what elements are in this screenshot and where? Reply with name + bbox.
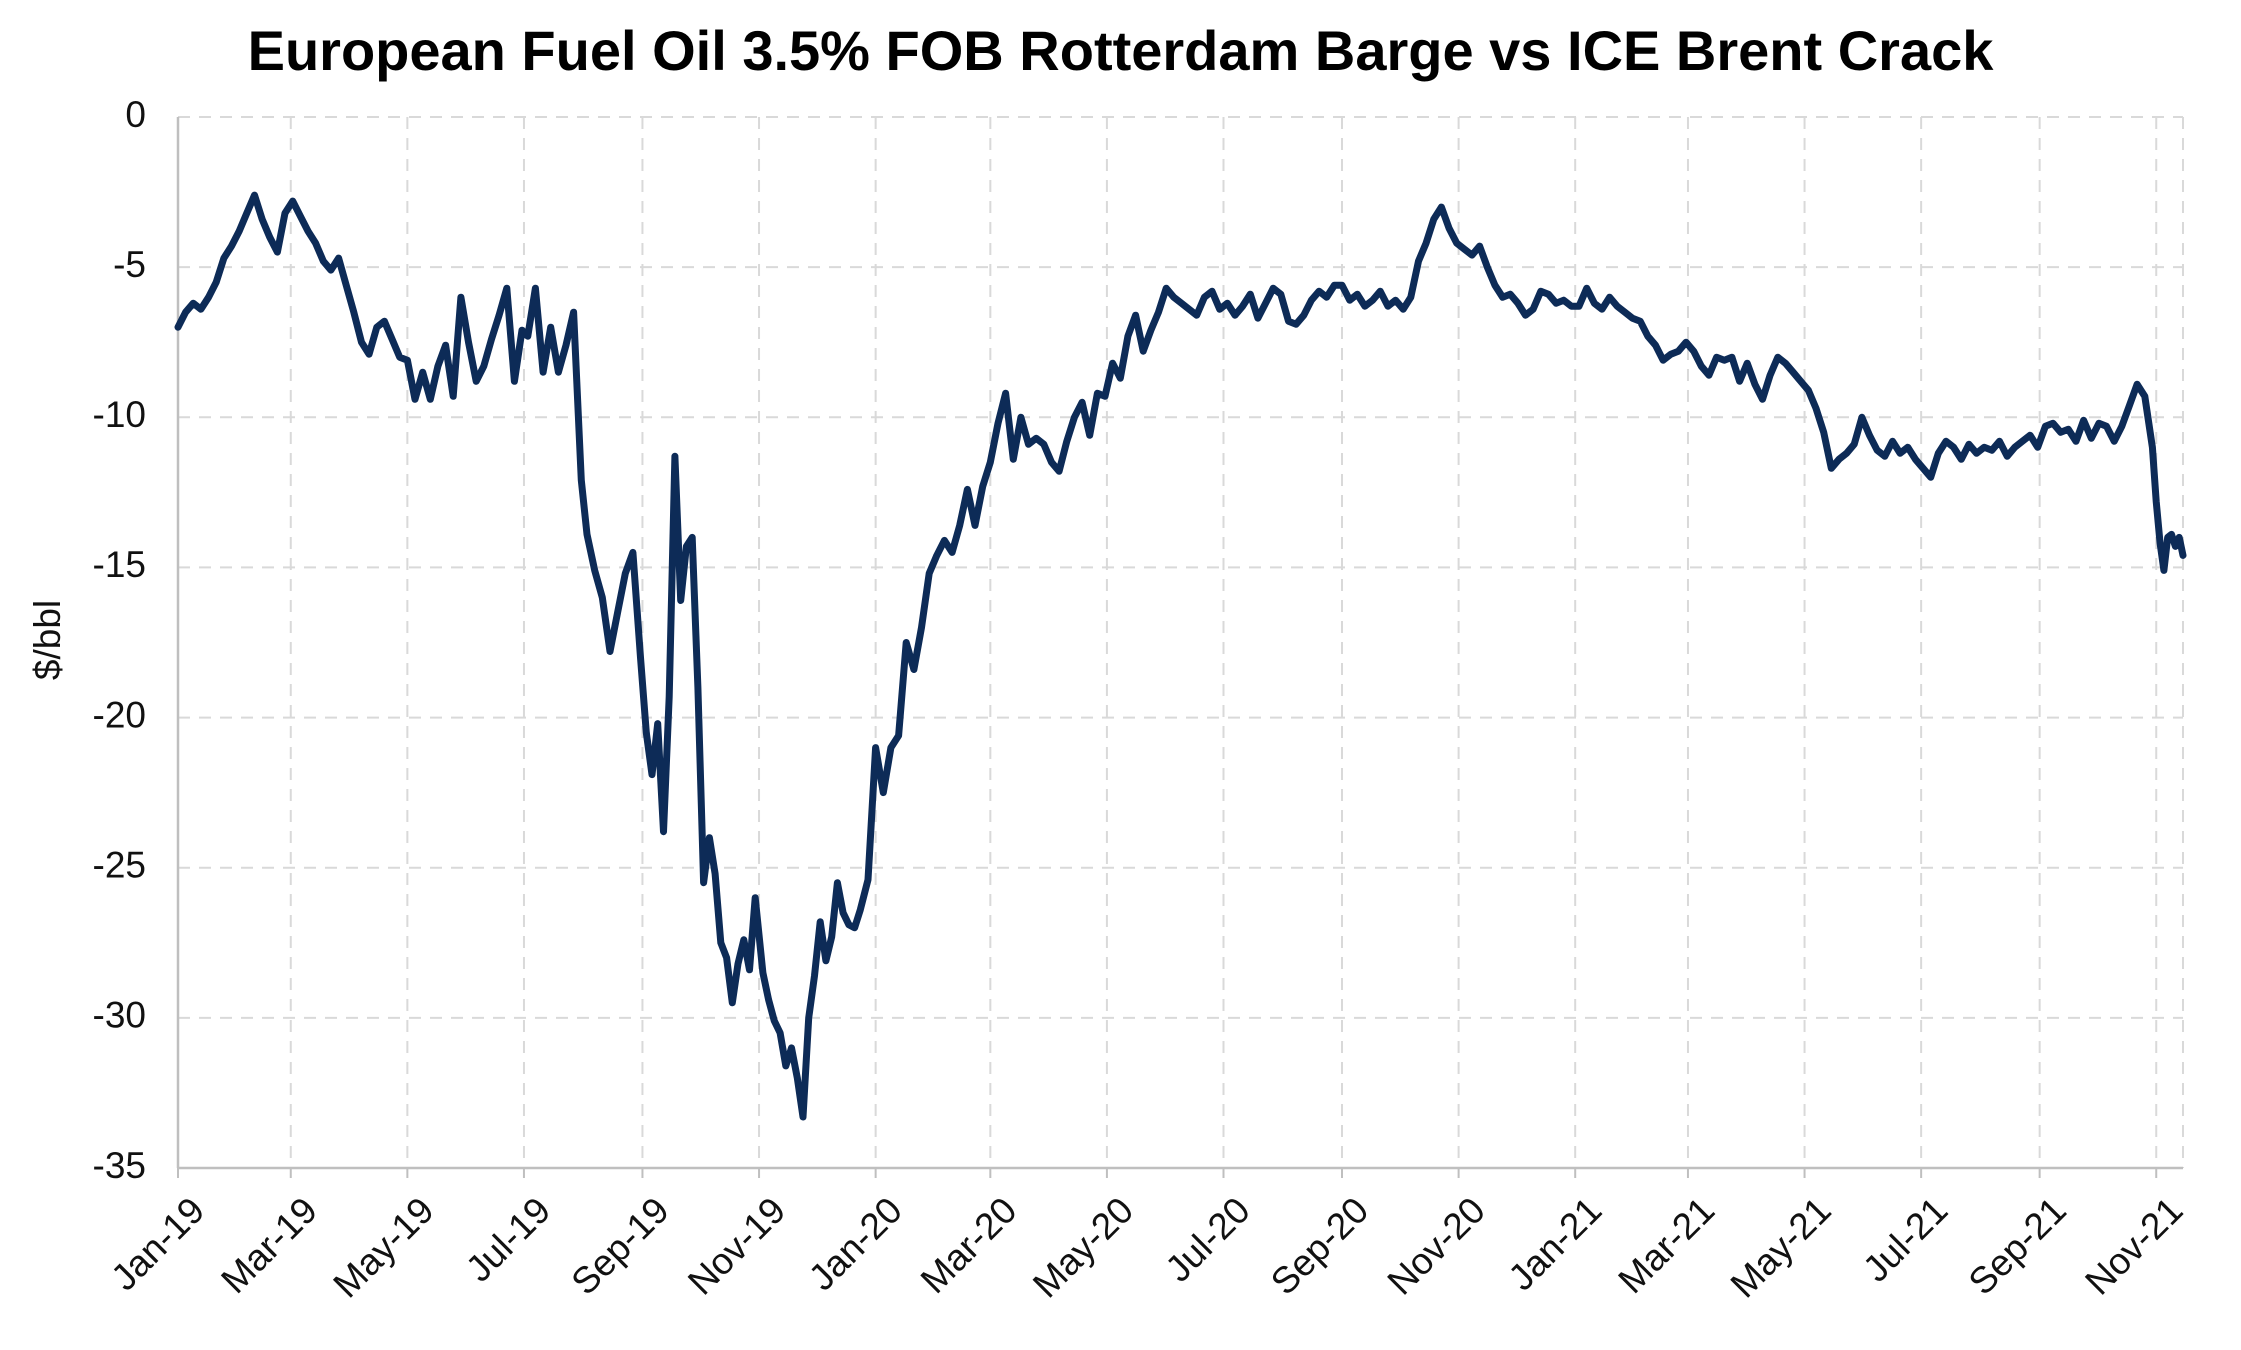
- x-tick-label: Jul-19: [458, 1189, 558, 1289]
- x-tick-label: Nov-19: [680, 1189, 793, 1302]
- x-tick-label: May-20: [1025, 1189, 1141, 1305]
- x-tick-label: Mar-21: [1610, 1189, 1722, 1301]
- x-tick-label: Sep-20: [1263, 1189, 1376, 1302]
- y-tick-labels: 0 -5 -10 -15 -20 -25 -30 -35: [93, 94, 146, 1186]
- y-tick-label: -5: [113, 244, 146, 285]
- chart-title: European Fuel Oil 3.5% FOB Rotterdam Bar…: [247, 19, 1994, 82]
- y-tick-label: 0: [125, 94, 146, 135]
- series-line: [174, 191, 2187, 1121]
- x-tick-label: Nov-21: [2077, 1189, 2190, 1302]
- y-tick-label: -15: [93, 544, 146, 585]
- x-tick-label: Jan-19: [103, 1189, 212, 1298]
- x-tick-label: Mar-20: [913, 1189, 1025, 1301]
- axes: [176, 117, 2183, 1178]
- x-tick-label: May-19: [325, 1189, 441, 1305]
- x-tick-label: Mar-19: [213, 1189, 325, 1301]
- y-tick-label: -25: [93, 844, 146, 885]
- x-tick-label: Jan-21: [1501, 1189, 1610, 1298]
- grid-lines: [178, 116, 2184, 1168]
- x-tick-label: May-21: [1723, 1189, 1839, 1305]
- y-tick-label: -10: [93, 394, 146, 435]
- y-axis-label: $/bbl: [27, 600, 68, 680]
- x-tick-label: Nov-20: [1380, 1189, 1493, 1302]
- x-tick-label: Sep-21: [1961, 1189, 2074, 1302]
- series-line-layer: [174, 191, 2187, 1121]
- y-tick-label: -20: [93, 694, 146, 735]
- x-tick-label: Sep-19: [563, 1189, 676, 1302]
- x-tick-label: Jul-21: [1855, 1189, 1955, 1289]
- x-tick-label: Jul-20: [1158, 1189, 1258, 1289]
- x-tick-label: Jan-20: [801, 1189, 910, 1298]
- y-tick-label: -30: [93, 995, 146, 1036]
- y-tick-label: -35: [93, 1145, 146, 1186]
- x-tick-labels: Jan-19 Mar-19 May-19 Jul-19 Sep-19 Nov-19 Jan-…: [103, 1189, 2190, 1305]
